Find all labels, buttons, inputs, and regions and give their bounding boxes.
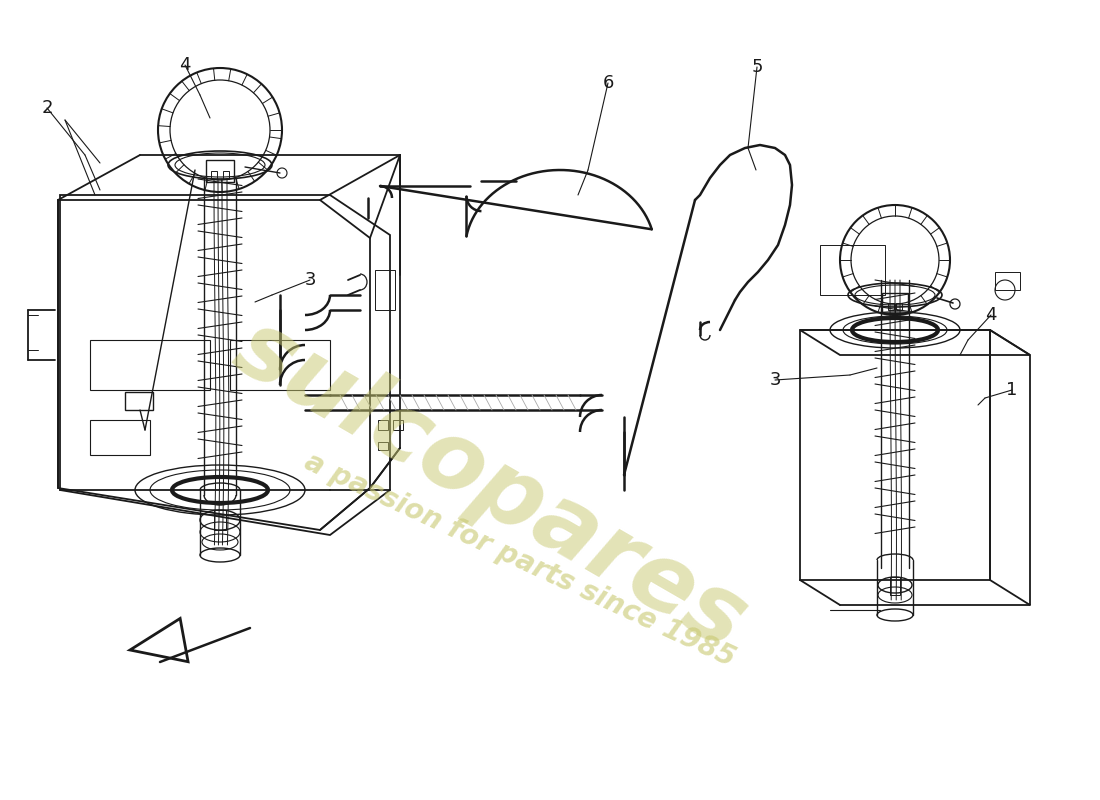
Bar	[890, 577, 900, 595]
Bar	[230, 340, 330, 390]
Bar	[125, 392, 153, 410]
Bar	[996, 272, 1020, 290]
Text: 1: 1	[1006, 381, 1018, 399]
Bar	[90, 340, 210, 390]
Bar	[214, 510, 225, 530]
Bar	[820, 245, 886, 295]
Text: a passion for parts since 1985: a passion for parts since 1985	[300, 448, 739, 672]
Bar	[378, 420, 388, 430]
Bar	[211, 171, 217, 179]
Text: 4: 4	[179, 56, 190, 74]
Bar	[206, 160, 234, 182]
Text: 4: 4	[986, 306, 997, 324]
Bar	[393, 420, 403, 430]
Text: 2: 2	[42, 99, 53, 117]
Text: 6: 6	[603, 74, 614, 92]
Bar	[223, 171, 229, 179]
Bar	[888, 303, 894, 310]
Bar	[896, 303, 902, 310]
Bar	[90, 420, 150, 455]
Bar	[882, 293, 908, 313]
Text: 5: 5	[751, 58, 762, 76]
Bar	[375, 270, 395, 310]
Text: 3: 3	[769, 371, 781, 389]
Text: 3: 3	[305, 271, 316, 289]
Text: sulcopares: sulcopares	[218, 302, 762, 669]
Bar	[378, 442, 388, 450]
